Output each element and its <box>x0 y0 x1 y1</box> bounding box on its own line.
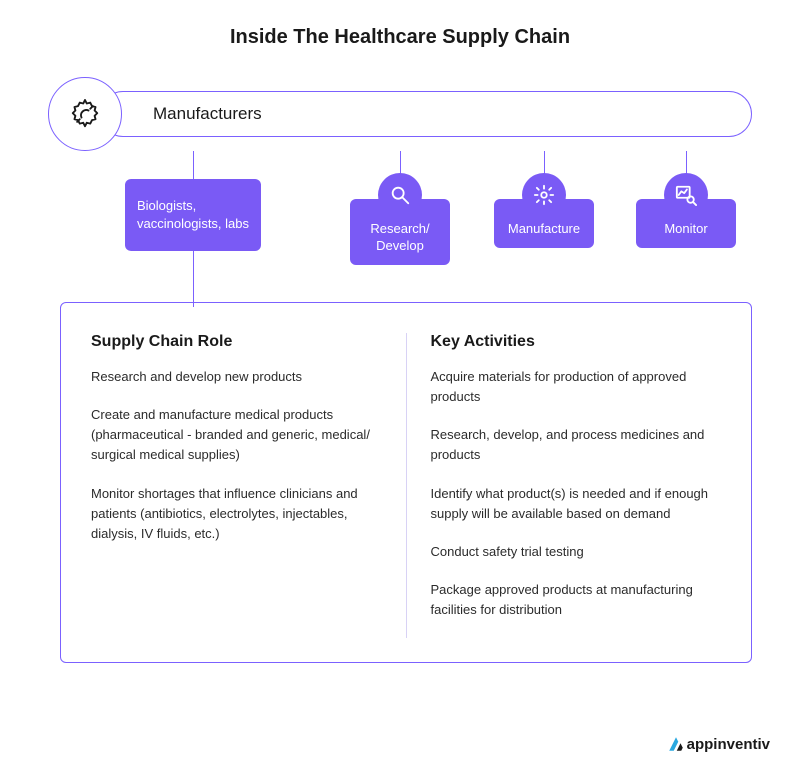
primary-node-label: Biologists, vaccinologists, labs <box>137 197 249 232</box>
nodes-row: Biologists, vaccinologists, labs Researc… <box>0 151 800 291</box>
gear-icon <box>64 93 106 135</box>
chart-search-icon <box>664 173 708 217</box>
gear-small-icon <box>522 173 566 217</box>
footer-brand: appinventiv <box>687 736 770 753</box>
header-row: Manufacturers <box>48 77 752 151</box>
activity-para: Conduct safety trial testing <box>431 542 722 562</box>
page-title: Inside The Healthcare Supply Chain <box>0 0 800 77</box>
activity-para: Package approved products at manufacturi… <box>431 580 722 620</box>
connector <box>544 151 545 175</box>
activity-para: Identify what product(s) is needed and i… <box>431 484 722 524</box>
header-pill: Manufacturers <box>100 91 752 137</box>
activity-para: Research, develop, and process medicines… <box>431 425 722 465</box>
role-para: Create and manufacture medical products … <box>91 405 382 465</box>
node-monitor: Monitor <box>632 173 740 248</box>
footer-logo: appinventiv <box>667 735 770 753</box>
magnifier-icon <box>378 173 422 217</box>
gear-icon-circle <box>48 77 122 151</box>
activity-para: Acquire materials for production of appr… <box>431 367 722 407</box>
connector <box>686 151 687 175</box>
connector <box>193 251 194 307</box>
header-label: Manufacturers <box>153 104 262 124</box>
key-activities-col: Key Activities Acquire materials for pro… <box>406 333 722 638</box>
logo-mark-icon <box>667 735 685 753</box>
detail-panel: Supply Chain Role Research and develop n… <box>60 302 752 663</box>
connector <box>400 151 401 175</box>
role-para: Monitor shortages that influence clinici… <box>91 484 382 544</box>
node-manufacture: Manufacture <box>490 173 598 248</box>
connector <box>193 151 194 179</box>
primary-node: Biologists, vaccinologists, labs <box>125 179 261 251</box>
col-title-left: Supply Chain Role <box>91 333 382 351</box>
node-research: Research/ Develop <box>350 173 450 265</box>
role-para: Research and develop new products <box>91 367 382 387</box>
col-title-right: Key Activities <box>431 333 722 351</box>
supply-chain-role-col: Supply Chain Role Research and develop n… <box>91 333 406 638</box>
